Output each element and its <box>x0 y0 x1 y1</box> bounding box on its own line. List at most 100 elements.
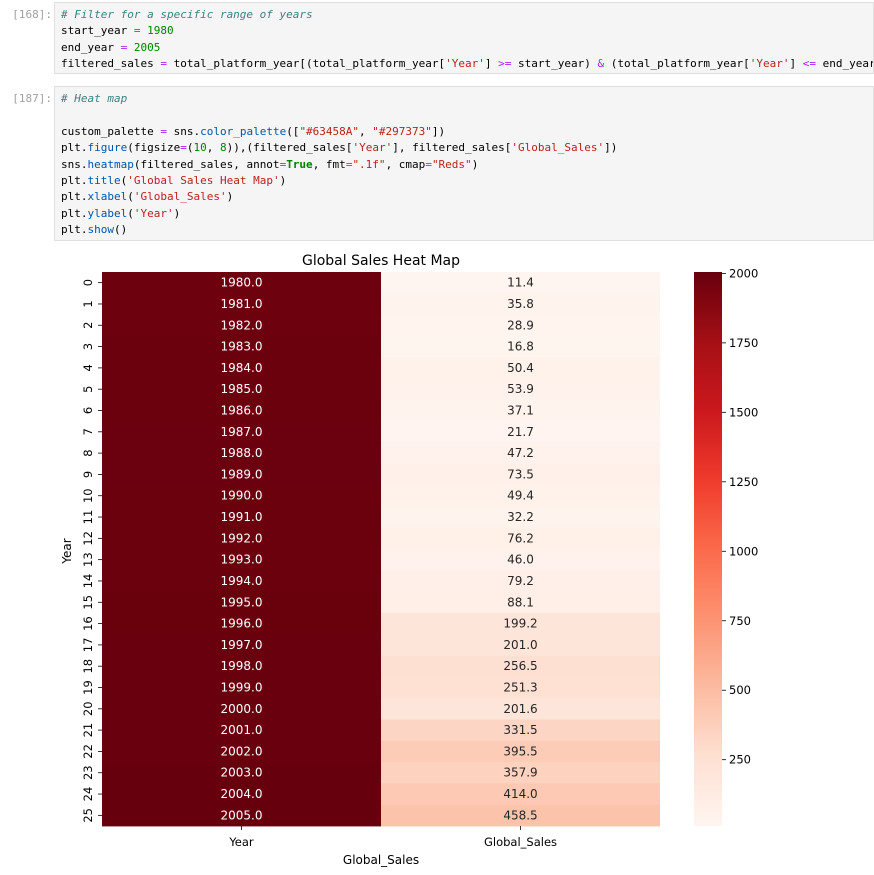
code-line: plt.figure(figsize=(10, 8)),(filtered_sa… <box>61 140 867 156</box>
code-token: "Reds" <box>431 157 472 171</box>
code-token: ( <box>186 141 194 155</box>
code-token: ( <box>120 173 128 187</box>
cell-annotation: 414.0 <box>503 787 537 801</box>
heatmap-cell <box>102 527 381 550</box>
cell-annotation: 16.8 <box>507 340 534 354</box>
code-token: total_platform_year[(total_platform_year… <box>166 57 446 71</box>
cell-annotation: 1982.0 <box>221 318 263 332</box>
code-token <box>127 41 134 54</box>
code-token: ]) <box>431 124 446 138</box>
heatmap-cell <box>381 570 660 593</box>
heatmap-cell <box>381 463 660 486</box>
cell-prompt: [187]: <box>12 92 52 105</box>
cell-annotation: 21.7 <box>507 425 534 439</box>
y-tick-label: 10 <box>81 488 95 503</box>
code-line: plt.show() <box>61 222 867 238</box>
code-token: 'Year' <box>133 206 174 220</box>
code-token: 'Global_Sales' <box>133 190 227 204</box>
code-token: "#297373" <box>372 124 432 138</box>
cell-annotation: 395.5 <box>503 744 537 758</box>
code-token: & <box>597 57 605 71</box>
heatmap-cell <box>102 421 381 443</box>
y-tick-label: 15 <box>81 595 95 610</box>
code-token: color_palette <box>200 124 287 138</box>
code-token: = <box>425 157 432 171</box>
cell-prompt: [168]: <box>12 8 52 21</box>
cell-annotation: 2001.0 <box>221 723 263 737</box>
code-token: ( <box>127 206 134 220</box>
code-token: ) <box>173 206 181 220</box>
colorbar-tick-label: 1750 <box>729 336 758 350</box>
cell-annotation: 47.2 <box>507 446 534 460</box>
heatmap-cell <box>381 740 660 763</box>
colorbar-tick-label: 1250 <box>729 475 758 489</box>
cell-annotation: 88.1 <box>507 595 534 609</box>
heatmap-cell <box>102 634 381 656</box>
code-token: plt. <box>61 223 88 237</box>
cell-annotation: 28.9 <box>507 318 534 332</box>
chart-title: Global Sales Heat Map <box>302 253 460 269</box>
y-tick-label: 5 <box>81 386 95 393</box>
cell-annotation: 35.8 <box>507 297 534 311</box>
heatmap-cells <box>102 272 660 827</box>
y-tick-label: 16 <box>81 616 95 631</box>
cell-annotation: 331.5 <box>503 723 537 737</box>
cell-annotation: 1988.0 <box>221 446 263 460</box>
cell-annotation: 1985.0 <box>221 382 263 396</box>
y-tick-label: 18 <box>81 659 95 674</box>
cell-annotation: 2003.0 <box>221 766 263 780</box>
cell-annotation: 53.9 <box>507 382 534 396</box>
notebook-cell-168: [168]: # Filter for a specific range of … <box>0 0 874 75</box>
heatmap-cell <box>102 549 381 571</box>
code-token: ylabel <box>87 206 128 220</box>
code-token: sns. <box>61 157 88 171</box>
colorbar-ticks: 250 500 750 1000 1250 1500 1750 2000 <box>722 266 758 767</box>
heatmap-cell <box>102 719 381 742</box>
cell-annotation: 1981.0 <box>221 297 263 311</box>
heatmap-cell <box>381 293 660 316</box>
cell-annotation: 1994.0 <box>221 574 263 588</box>
cell-annotation: 201.0 <box>503 638 537 652</box>
code-token: , fmt <box>312 157 346 171</box>
y-tick-label: 13 <box>81 552 95 567</box>
y-tick-label: 4 <box>81 364 95 371</box>
y-axis-ticks: 0123456789101112131415161718192021222324… <box>81 279 102 823</box>
code-token: 'Year' <box>352 141 393 155</box>
code-editor[interactable]: # Filter for a specific range of years st… <box>54 2 874 74</box>
code-token: 2005 <box>133 40 161 54</box>
code-token: )),(filtered_sales[ <box>226 141 353 155</box>
heatmap-cell <box>102 293 381 316</box>
cell-annotation: 1996.0 <box>221 617 263 631</box>
code-token: = <box>160 57 167 71</box>
code-token: plt. <box>61 141 88 155</box>
heatmap-cell <box>102 272 381 294</box>
cell-annotation: 32.2 <box>507 510 534 524</box>
code-editor[interactable]: # Heat map custom_palette = sns.color_pal… <box>54 86 874 241</box>
cell-annotation: 2005.0 <box>221 808 263 822</box>
code-token: = <box>160 124 167 138</box>
y-tick-label: 0 <box>81 279 95 286</box>
y-tick-label: 23 <box>81 765 95 780</box>
code-token: = <box>120 40 128 54</box>
x-axis-ticks: Year Global_Sales <box>228 826 557 849</box>
code-token: figure <box>87 141 128 155</box>
cell-annotation: 37.1 <box>507 404 534 418</box>
y-tick-label: 19 <box>81 680 95 695</box>
code-token: ([ <box>286 124 300 138</box>
y-tick-label: 21 <box>81 723 95 738</box>
heatmap-cell <box>381 399 660 422</box>
code-token: ( <box>127 190 134 204</box>
code-line: custom_palette = sns.color_palette(["#63… <box>61 124 867 140</box>
code-token: = <box>279 157 287 171</box>
y-tick-label: 2 <box>81 322 95 329</box>
heatmap-cell <box>381 442 660 465</box>
code-token: ) <box>226 190 234 204</box>
heatmap-cell <box>102 485 381 507</box>
y-tick-label: 24 <box>81 787 95 802</box>
cell-annotation: 2004.0 <box>221 787 263 801</box>
code-token: = <box>133 24 141 38</box>
code-token: , <box>206 141 220 155</box>
y-tick-label: 22 <box>81 744 95 759</box>
heatmap-cell <box>381 762 660 784</box>
